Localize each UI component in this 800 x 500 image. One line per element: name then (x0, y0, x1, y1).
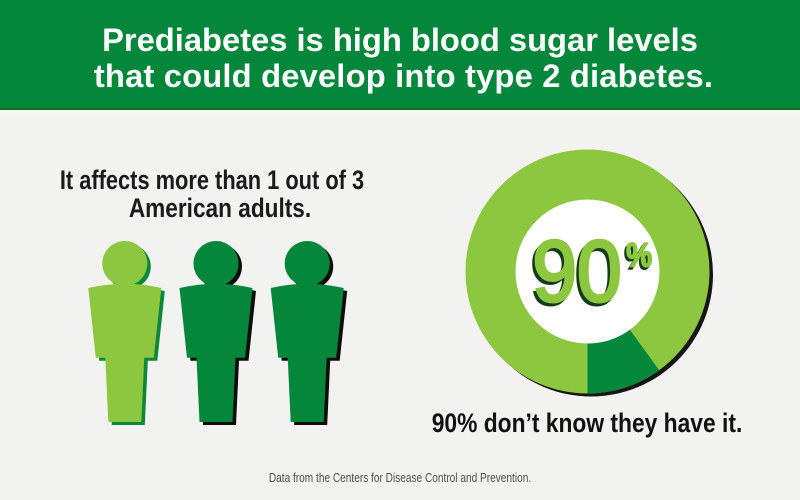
svg-text:90: 90 (530, 225, 620, 323)
svg-text:%: % (626, 238, 652, 274)
svg-text:90: 90 (532, 222, 622, 320)
svg-text:%: % (624, 240, 650, 276)
